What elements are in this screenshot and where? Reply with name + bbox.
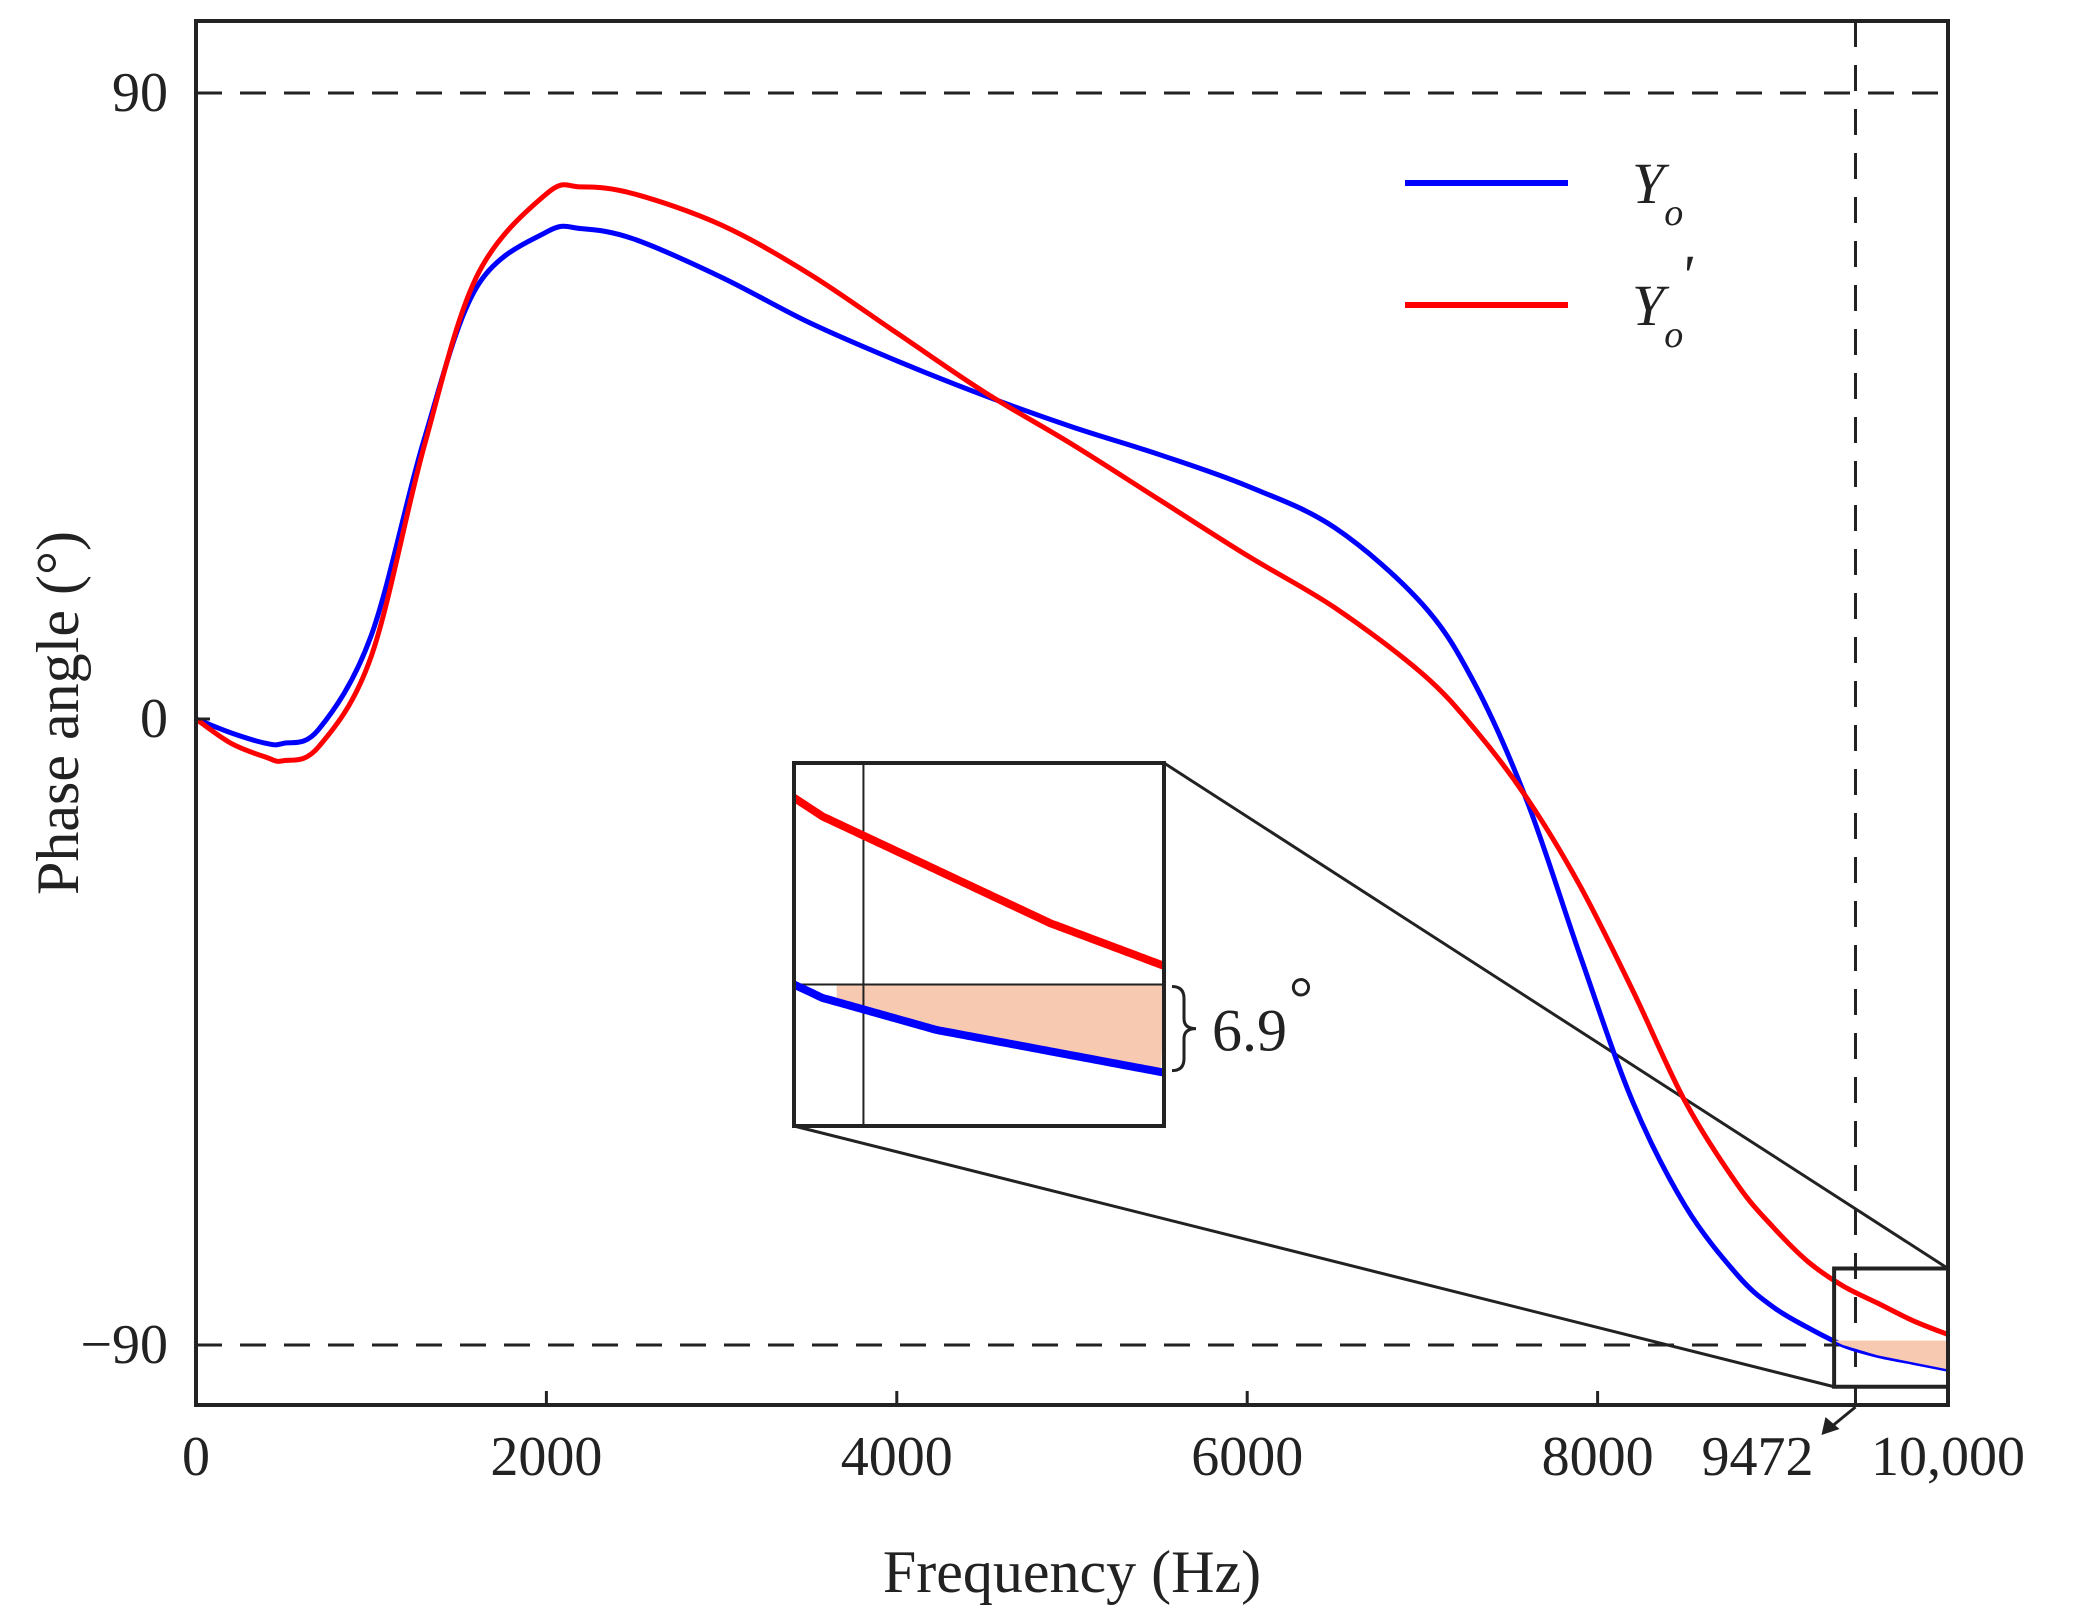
legend-label-sub-1: o bbox=[1664, 314, 1683, 356]
inset-frame bbox=[792, 761, 1166, 1128]
x-tick-label-2000: 2000 bbox=[490, 1426, 602, 1488]
vertical-marker-arrowhead bbox=[1821, 1417, 1840, 1435]
inset-series-line-0 bbox=[794, 980, 1164, 1077]
y-axis-ticks: 90 0 −90 bbox=[80, 62, 210, 1376]
x-axis-ticks: 0 2000 4000 6000 8000 10,000 bbox=[182, 1391, 2025, 1488]
x-tick-label-4000: 4000 bbox=[841, 1426, 953, 1488]
inset-shaded-difference bbox=[836, 984, 1164, 1073]
inset-brace bbox=[1171, 985, 1197, 1073]
vertical-marker-label: 9472 bbox=[1701, 1426, 1813, 1488]
x-tick-label-6000: 6000 bbox=[1191, 1426, 1303, 1488]
vertical-marker-arrow bbox=[1832, 1405, 1857, 1427]
x-tick-label-0: 0 bbox=[182, 1426, 210, 1488]
legend-label-0: Yo bbox=[1632, 151, 1683, 234]
inset-annotation-unit: ° bbox=[1289, 966, 1313, 1032]
main-shaded-difference bbox=[1834, 1340, 1948, 1370]
inset-content bbox=[794, 763, 1164, 1126]
legend-label-main-0: Y bbox=[1632, 151, 1670, 216]
y-axis-title: Phase angle (°) bbox=[25, 531, 91, 895]
legend-label-1: Yo bbox=[1632, 273, 1683, 356]
zoom-inset: 6.9 ° bbox=[792, 761, 1313, 1128]
x-axis-title: Frequency (Hz) bbox=[883, 1539, 1261, 1605]
plot-frame bbox=[194, 19, 1950, 1407]
zoom-connectors bbox=[793, 761, 1949, 1389]
vertical-marker: 9472 bbox=[1701, 1405, 1857, 1488]
reference-lines bbox=[196, 21, 1948, 1405]
x-tick-label-8000: 8000 bbox=[1542, 1426, 1654, 1488]
y-tick-label-0: 0 bbox=[140, 688, 168, 750]
series-group bbox=[196, 182, 1948, 1372]
y-tick-label-90: 90 bbox=[112, 62, 168, 124]
legend-label-main-1: Y bbox=[1632, 273, 1670, 338]
legend-label-sup-1: ' bbox=[1680, 243, 1694, 308]
connector-bottom bbox=[793, 1124, 1835, 1389]
inset-annotation: 6.9 bbox=[1212, 998, 1287, 1064]
connector-top bbox=[1163, 761, 1949, 1270]
inset-series-line-1 bbox=[794, 794, 1164, 970]
x-tick-label-10000: 10,000 bbox=[1871, 1426, 2025, 1488]
series-line-0 bbox=[196, 223, 1948, 1372]
y-tick-label--90: −90 bbox=[80, 1314, 168, 1376]
legend-label-sub-0: o bbox=[1664, 192, 1683, 234]
series-line-1 bbox=[196, 182, 1948, 1337]
